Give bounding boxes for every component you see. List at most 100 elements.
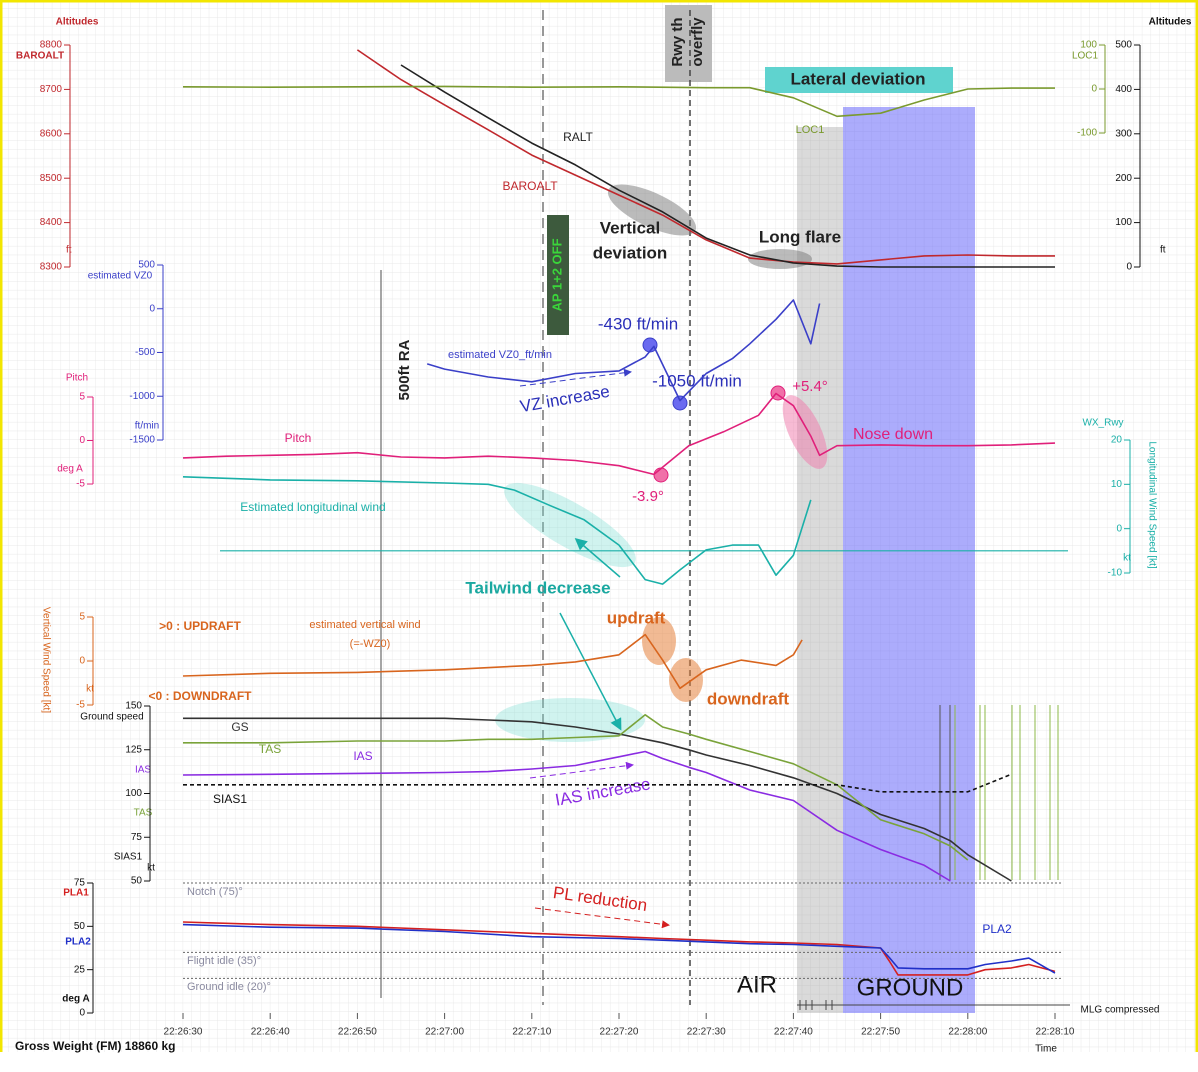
axis-unit: ft/min [135,421,159,432]
series-label: BAROALT [502,179,558,193]
axis-unit: deg A [57,464,83,475]
y-tick-label: 8600 [40,128,63,139]
y-tick-label: 20 [1111,435,1123,446]
x-tick-label: 22:27:20 [600,1027,639,1038]
footer-note: Gross Weight (FM) 18860 kg [15,1039,175,1053]
y-tick-label: 0 [1126,262,1132,273]
series-line [182,85,1055,118]
annotation: -430 ft/min [598,314,678,333]
y-tick-label: 0 [1091,84,1097,95]
series-label: PLA2 [982,922,1012,936]
annotation: overfly [689,17,706,67]
axis-label: PLA1 [63,888,89,899]
annotation: >0 : UPDRAFT [159,619,241,633]
y-tick-label: 25 [74,964,86,975]
y-tick-label: -1000 [129,391,155,402]
annotation: MLG compressed [1081,1005,1160,1016]
series-line [400,64,1055,268]
y-tick-label: 100 [125,788,142,799]
annotation: Nose down [853,426,933,443]
y-tick-label: 8700 [40,84,63,95]
axis-unit: ft [1160,245,1166,256]
highlight [642,617,676,665]
y-tick-label: 50 [131,876,143,887]
highlight [504,482,636,568]
series-label: estimated vertical wind [309,619,420,631]
series-line [182,476,812,585]
series-line [182,921,1056,976]
x-tick-label: 22:26:50 [338,1027,377,1038]
axis-label: PLA2 [65,937,91,948]
series-label: Estimated longitudinal wind [240,500,385,514]
axis-label: Vertical Wind Speed [kt] [40,607,51,713]
y-tick-label: -1500 [129,435,155,446]
annotation: -3.9° [632,488,664,505]
y-tick-label: 8300 [40,262,63,273]
x-tick-label: 22:27:30 [687,1027,726,1038]
axis-label: SIAS1 [114,852,143,863]
series-line [182,392,1056,476]
annotation: GROUND [857,974,964,1001]
y-tick-label: -5 [76,700,85,711]
ap-box [547,215,569,335]
arrow [529,761,634,779]
annotation: -1050 ft/min [652,371,742,390]
y-tick-label: -5 [76,479,85,490]
series-line [426,299,821,402]
axis-unit: kt [147,863,155,874]
annotation: <0 : DOWNDRAFT [149,689,253,703]
annotation: Long flare [759,227,841,246]
highlight [748,249,812,269]
flare-band [797,127,843,1013]
y-tick-label: 0 [79,656,85,667]
arrow [534,907,670,929]
axis-label: estimated VZ0 [88,271,153,282]
y-tick-label: 50 [74,921,86,932]
series-label: TAS [259,742,281,756]
marker [672,395,688,411]
arrow [559,612,622,731]
series-label: estimated VZ0_ft/min [448,349,552,361]
annotation: Vertical [600,218,661,237]
series-line [183,717,1012,882]
rwy-box [665,5,712,82]
arrow [574,538,621,578]
footer-bg [0,1052,1198,1072]
y-tick-label: 125 [125,744,142,755]
annotation: Lateral deviation [790,69,925,88]
x-axis-title: Time [1035,1044,1057,1055]
axis-title: Altitudes [1149,17,1192,28]
y-tick-label: -500 [135,347,155,358]
axis-unit: kt [86,684,94,695]
highlight [495,698,645,742]
y-tick-label: 75 [131,832,143,843]
axis-title: WX_Rwy [1082,418,1123,429]
annotation: downdraft [707,689,789,708]
y-tick-label: 300 [1115,128,1132,139]
axis-unit: ft [66,245,72,256]
y-tick-label: 0 [149,303,155,314]
y-tick-label: -100 [1077,128,1097,139]
marker [653,467,669,483]
x-tick-label: 22:27:00 [425,1027,464,1038]
series-label: GS [231,720,248,734]
series-label: IAS [353,749,372,763]
series-line [183,714,969,861]
series-label: RALT [563,130,593,144]
x-tick-label: 22:26:30 [164,1027,203,1038]
series-label: Pitch [285,431,312,445]
axis-unit: kt [1123,553,1131,564]
y-tick-label: 0 [79,435,85,446]
axis-label: Longitudinal Wind Speed [kt] [1146,441,1157,569]
y-tick-label: 8400 [40,217,63,228]
highlight [669,658,703,702]
y-tick-label: 5 [79,612,85,623]
x-tick-label: 22:27:10 [512,1027,551,1038]
annotation: Tailwind decrease [465,578,610,597]
reference-label: Ground idle (20)° [187,981,271,993]
series-line [183,773,1012,793]
annotation: AP 1+2 OFF [549,238,564,311]
y-tick-label: 100 [1115,217,1132,228]
axis-title: Altitudes [56,17,99,28]
